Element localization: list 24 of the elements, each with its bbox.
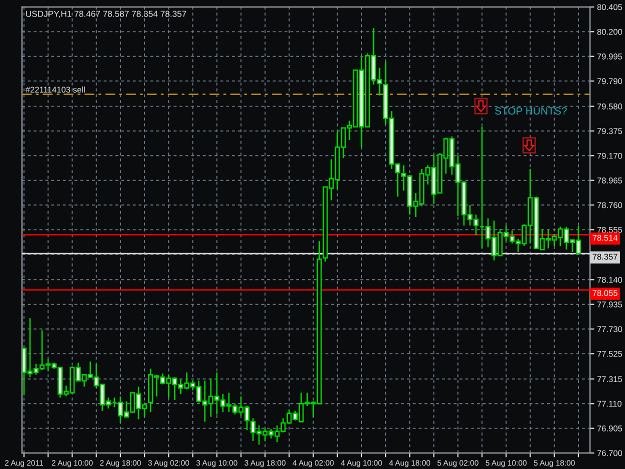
ref-line-label: 78.514 — [592, 234, 618, 241]
y-tick-label: 79.580 — [597, 104, 622, 110]
y-tick-label: 79.995 — [597, 54, 622, 60]
y-tick-label: 77.935 — [597, 302, 622, 308]
chart-title: USDJPY,H1 78.467 78.587 78.354 78.357 — [26, 10, 186, 18]
y-tick-label: 76.700 — [597, 450, 622, 456]
y-tick-label: 79.170 — [597, 152, 622, 159]
ref-line-label: 78.055 — [592, 290, 618, 296]
y-tick-label: 77.525 — [597, 350, 622, 357]
y-tick-label: 77.730 — [597, 326, 622, 332]
ref-line-label: #221114103 sell — [25, 86, 85, 93]
y-tick-label: 80.405 — [597, 4, 622, 10]
ref-line-label: 78.357 — [592, 254, 618, 260]
y-tick-label: 78.555 — [597, 226, 622, 233]
y-tick-label: 77.110 — [597, 400, 622, 407]
y-tick-label: 79.790 — [597, 78, 622, 84]
annotation: STOP HUNTS? — [495, 107, 567, 115]
y-tick-label: 80.200 — [597, 28, 622, 35]
y-tick-label: 78.965 — [597, 178, 622, 184]
y-tick-label: 79.375 — [597, 128, 622, 134]
y-tick-label: 78.140 — [597, 276, 622, 283]
y-tick-label: 77.315 — [597, 376, 622, 382]
y-tick-label: 78.760 — [597, 202, 622, 208]
y-tick-label: 76.905 — [597, 426, 622, 432]
